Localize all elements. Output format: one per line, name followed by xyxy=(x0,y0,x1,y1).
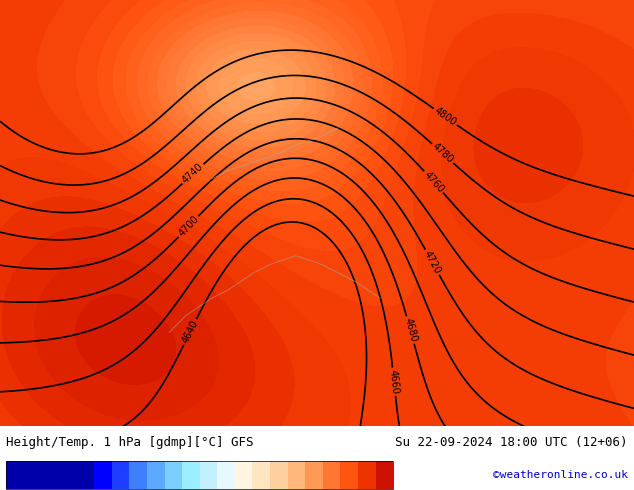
Bar xyxy=(358,462,375,489)
Bar xyxy=(375,462,393,489)
Text: 4680: 4680 xyxy=(403,317,418,343)
Text: 4800: 4800 xyxy=(432,106,458,128)
Text: Height/Temp. 1 hPa [gdmp][°C] GFS: Height/Temp. 1 hPa [gdmp][°C] GFS xyxy=(6,436,254,449)
Bar xyxy=(340,462,358,489)
Bar xyxy=(288,462,305,489)
Bar xyxy=(217,462,235,489)
Bar xyxy=(165,462,182,489)
Text: ©weatheronline.co.uk: ©weatheronline.co.uk xyxy=(493,470,628,480)
Bar xyxy=(270,462,288,489)
Bar xyxy=(6,462,94,489)
Text: 4760: 4760 xyxy=(422,170,446,195)
Bar xyxy=(323,462,340,489)
Bar xyxy=(112,462,129,489)
Text: Su 22-09-2024 18:00 UTC (12+06): Su 22-09-2024 18:00 UTC (12+06) xyxy=(395,436,628,449)
Bar xyxy=(6,462,393,489)
Text: 4780: 4780 xyxy=(430,142,455,165)
Bar xyxy=(94,462,112,489)
Bar xyxy=(252,462,270,489)
Bar xyxy=(200,462,217,489)
Bar xyxy=(129,462,147,489)
Text: 4700: 4700 xyxy=(176,214,200,239)
Bar xyxy=(305,462,323,489)
Bar xyxy=(182,462,200,489)
Text: 4640: 4640 xyxy=(180,318,200,345)
Bar xyxy=(235,462,252,489)
Text: 4660: 4660 xyxy=(388,369,400,394)
Bar xyxy=(147,462,165,489)
Text: 4740: 4740 xyxy=(181,162,205,186)
Text: 4720: 4720 xyxy=(422,249,443,275)
